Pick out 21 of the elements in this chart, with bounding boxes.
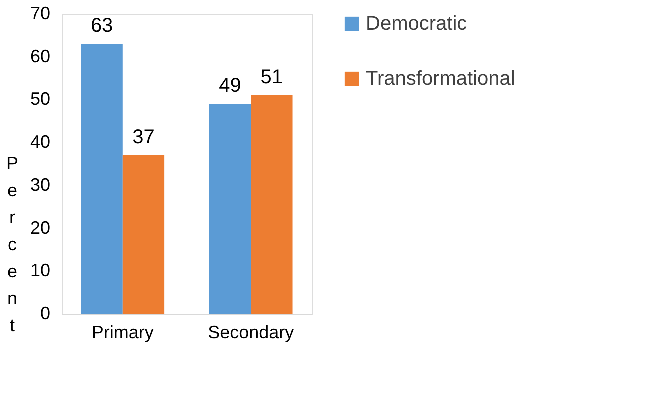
x-tick-label: Secondary bbox=[208, 322, 294, 342]
data-label: 49 bbox=[219, 75, 242, 97]
y-tick-label: 40 bbox=[30, 132, 50, 152]
y-tick-label: 30 bbox=[30, 174, 50, 195]
bar bbox=[81, 44, 123, 314]
data-label: 51 bbox=[260, 66, 284, 88]
y-tick-label: 10 bbox=[30, 260, 50, 281]
y-tick-label: 20 bbox=[30, 218, 50, 238]
y-axis-title: Percent bbox=[6, 154, 19, 336]
y-tick-label: 70 bbox=[30, 4, 50, 24]
x-tick-label: Primary bbox=[92, 322, 154, 342]
data-label: 63 bbox=[90, 15, 114, 37]
bar bbox=[209, 104, 252, 314]
legend-label: Transformational bbox=[366, 68, 516, 90]
bar bbox=[122, 155, 165, 314]
y-tick-label: 60 bbox=[30, 46, 50, 66]
data-label: 37 bbox=[132, 126, 155, 148]
bar bbox=[251, 95, 293, 314]
legend-label: Democratic bbox=[366, 13, 468, 35]
y-tick-label: 0 bbox=[40, 304, 50, 324]
y-tick-label: 50 bbox=[30, 89, 50, 110]
